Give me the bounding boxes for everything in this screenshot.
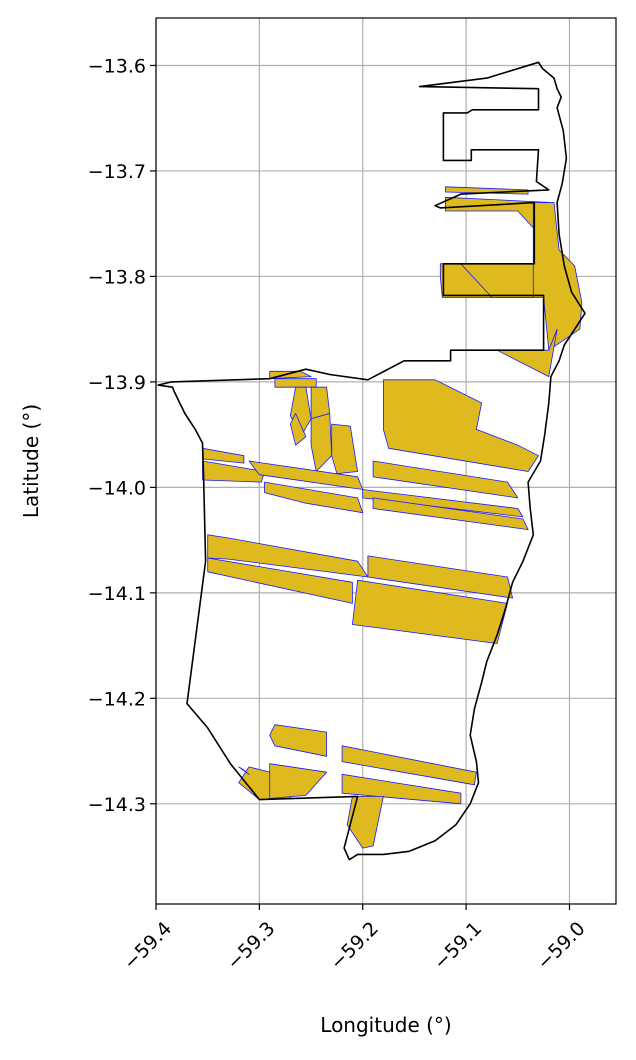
parcel-28 (341, 773, 462, 805)
parcel-25 (341, 745, 477, 786)
y-tick-label-2: −13.8 (88, 266, 146, 288)
parcel-19 (264, 481, 364, 514)
y-tick-label-1: −13.7 (88, 161, 146, 183)
grid-lines (155, 18, 616, 904)
parcel-27 (269, 763, 328, 799)
y-tick-label-4: −14.0 (88, 477, 146, 499)
parcel-21 (207, 557, 353, 604)
axes-frame (155, 17, 617, 905)
parcel-24 (269, 724, 328, 757)
y-tick-label-6: −14.2 (88, 688, 146, 710)
parcel-16 (372, 460, 519, 499)
boundary-layer (157, 61, 586, 861)
y-tick-label-0: −13.6 (88, 55, 146, 77)
parcel-10 (331, 423, 359, 475)
y-tick-label-5: −14.1 (88, 583, 146, 605)
parcel-23 (351, 579, 508, 644)
parcel-layer (202, 186, 583, 849)
parcel-13 (202, 447, 245, 464)
parcel-5 (269, 370, 312, 380)
parcel-22 (367, 555, 513, 599)
parcel-6 (274, 378, 317, 388)
parcel-9 (310, 413, 333, 472)
y-tick-label-7: −14.3 (88, 794, 146, 816)
y-tick-label-3: −13.9 (88, 372, 146, 394)
x-tick-label-1: −59.3 (223, 918, 280, 975)
parcel-12 (382, 379, 539, 472)
y-axis-ticks: −13.6 −13.7 −13.8 −13.9 −14.0 −14.1 −14.2 −14.3 (88, 55, 156, 816)
x-tick-label-0: −59.4 (119, 918, 176, 975)
parcel-14 (202, 460, 265, 483)
parcel-17 (362, 489, 524, 518)
parcel-11 (289, 413, 307, 446)
study-area-boundary (157, 61, 586, 861)
y-axis-label: Latitude (°) (19, 404, 43, 518)
x-tick-label-2: −59.2 (326, 918, 383, 975)
parcel-30 (238, 766, 250, 775)
parcel-29 (346, 796, 384, 849)
x-axis-ticks: −59.4 −59.3 −59.2 −59.1 −59.0 (119, 904, 590, 975)
parcel-18 (372, 497, 529, 530)
x-tick-label-3: −59.1 (430, 918, 487, 975)
x-axis-label: Longitude (°) (320, 1013, 451, 1037)
x-tick-label-4: −59.0 (533, 918, 590, 975)
